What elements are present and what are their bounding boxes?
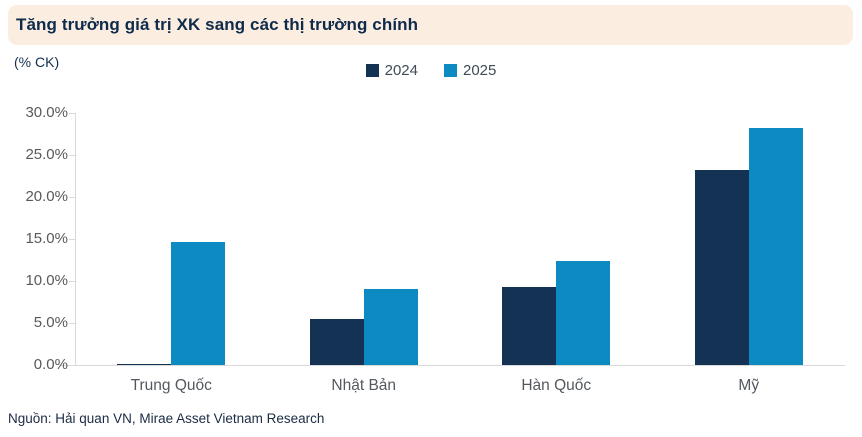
category-label-trung-quoc: Trung Quốc xyxy=(130,377,212,394)
axis-unit-label: (% CK) xyxy=(14,54,60,70)
plot-area: 0.0% 5.0% 10.0% 15.0% 20.0% 25.0% 30.0% xyxy=(25,105,845,372)
bar-groups xyxy=(75,113,845,365)
legend-swatch-2025 xyxy=(444,64,457,77)
bar-2025-han-quoc xyxy=(556,260,611,365)
bar-2024-trung-quoc xyxy=(117,364,172,365)
chart-title: Tăng trưởng giá trị XK sang các thị trườ… xyxy=(16,15,419,34)
y-tick-mark xyxy=(69,322,75,324)
bar-2025-my xyxy=(748,128,803,365)
bar-2024-han-quoc xyxy=(502,286,557,365)
bar-2024-nhat-ban xyxy=(309,318,364,365)
x-axis-line xyxy=(61,365,845,366)
category-label-my: Mỹ xyxy=(738,377,760,394)
y-tick-mark xyxy=(69,112,75,114)
y-tick-mark xyxy=(69,154,75,156)
y-axis-line xyxy=(75,113,76,365)
bar-2024-my xyxy=(694,170,749,365)
legend-label-2025: 2025 xyxy=(463,62,497,79)
bar-group-han-quoc xyxy=(460,113,653,365)
legend-item-2025: 2025 xyxy=(444,62,496,79)
y-tick-label: 10.0% xyxy=(25,272,68,289)
bar-2025-nhat-ban xyxy=(363,289,418,365)
y-tick-mark xyxy=(69,196,75,198)
legend-label-2024: 2024 xyxy=(384,62,418,79)
y-tick-mark xyxy=(69,238,75,240)
y-tick-label: 5.0% xyxy=(33,314,68,331)
legend-item-2024: 2024 xyxy=(365,62,418,79)
y-tick-label: 25.0% xyxy=(25,146,68,163)
legend: 2024 2025 xyxy=(0,62,862,79)
category-label-nhat-ban: Nhật Bản xyxy=(331,377,397,394)
y-tick-mark xyxy=(69,364,75,366)
y-tick-mark xyxy=(69,280,75,282)
bar-group-my xyxy=(653,113,846,365)
y-tick-label: 20.0% xyxy=(25,188,68,205)
y-tick-label: 15.0% xyxy=(25,230,68,247)
category-label-han-quoc: Hàn Quốc xyxy=(521,377,592,394)
bar-group-nhat-ban xyxy=(268,113,461,365)
bar-group-trung-quoc xyxy=(75,113,268,365)
legend-swatch-2024 xyxy=(365,64,379,77)
title-banner: Tăng trưởng giá trị XK sang các thị trườ… xyxy=(8,5,853,45)
y-tick-label: 0.0% xyxy=(33,356,68,373)
category-axis: Trung Quốc Nhật Bản Hàn Quốc Mỹ xyxy=(75,377,845,395)
source-note: Nguồn: Hải quan VN, Mirae Asset Vietnam … xyxy=(8,411,325,426)
bar-2025-trung-quoc xyxy=(171,242,226,365)
y-tick-label: 30.0% xyxy=(25,104,68,121)
